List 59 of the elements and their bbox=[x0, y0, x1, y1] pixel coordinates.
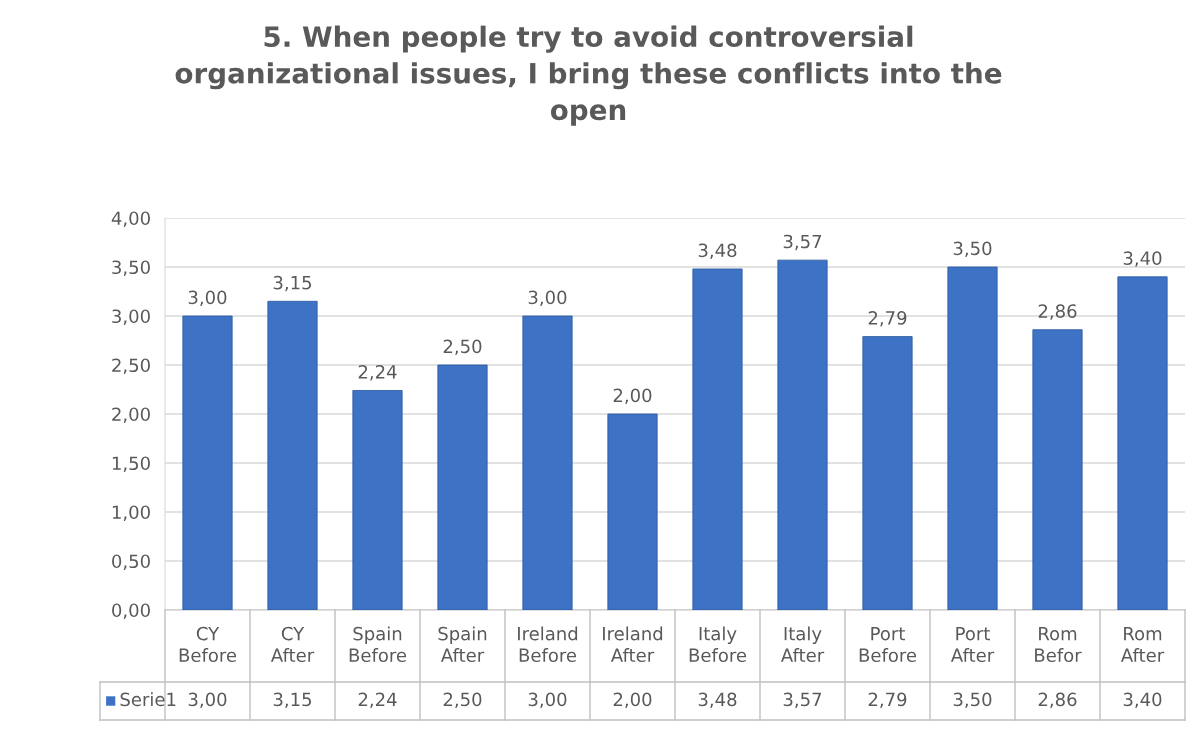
text: 2,24 bbox=[358, 364, 397, 381]
y-tick-label: 0,00 bbox=[112, 603, 150, 619]
data-label: 3,40 bbox=[1123, 692, 1162, 709]
text: 3,00 bbox=[528, 290, 567, 307]
bar bbox=[1117, 276, 1168, 610]
bar bbox=[352, 390, 403, 610]
text: 3,00 bbox=[188, 290, 227, 307]
text: 2,50 bbox=[443, 339, 482, 356]
x-tick-label: Italy After bbox=[780, 626, 825, 663]
data-label: 3,15 bbox=[273, 692, 312, 709]
text: 2,00 bbox=[613, 388, 652, 405]
y-tick-label: 2,50 bbox=[112, 358, 150, 374]
y-tick-label: 3,00 bbox=[112, 309, 150, 325]
x-tick-label: Ireland After bbox=[603, 626, 663, 663]
data-label: 2,79 bbox=[868, 692, 907, 709]
x-tick-label: CY Before bbox=[179, 626, 237, 663]
chart-title: 5. When people try to avoid controversial organizational issues, I bring these conflicts into the open bbox=[175, 25, 1002, 126]
data-label: 2,50 bbox=[443, 692, 482, 709]
x-tick-label: Italy Before bbox=[689, 626, 747, 663]
y-tick-label: 2,00 bbox=[112, 407, 150, 423]
data-label: 2,86 bbox=[1038, 692, 1077, 709]
x-tick-label: Ireland Before bbox=[518, 626, 578, 663]
x-tick-label: Port After bbox=[950, 627, 995, 663]
bar bbox=[947, 266, 998, 610]
text: 3,48 bbox=[698, 243, 737, 259]
x-tick-label: Rom Befor bbox=[1035, 627, 1082, 663]
bar bbox=[182, 315, 233, 610]
y-tick-label: 4,00 bbox=[111, 211, 150, 227]
y-tick-label: 1,50 bbox=[112, 456, 150, 472]
text: 3,15 bbox=[273, 275, 312, 292]
y-tick-label: 1,00 bbox=[112, 505, 150, 521]
data-label: 3,57 bbox=[783, 692, 822, 709]
x-tick-label: Port Before bbox=[859, 627, 917, 663]
bar bbox=[607, 413, 658, 610]
bar bbox=[522, 315, 573, 610]
data-label: 2,24 bbox=[358, 692, 397, 709]
data-label: 3,50 bbox=[953, 692, 992, 709]
x-tick-label: Rom After bbox=[1120, 627, 1165, 663]
bar bbox=[692, 268, 743, 610]
text: 2,79 bbox=[868, 311, 907, 327]
bar bbox=[862, 336, 913, 610]
x-tick-label: CY After bbox=[270, 626, 315, 663]
text: 3,57 bbox=[783, 234, 822, 251]
x-tick-label: Spain After bbox=[438, 626, 487, 663]
y-tick-label: 3,50 bbox=[112, 260, 150, 276]
text: 3,50 bbox=[953, 241, 992, 258]
data-label: 3,00 bbox=[528, 692, 567, 709]
bar bbox=[777, 259, 828, 610]
text: 3,40 bbox=[1123, 251, 1162, 267]
y-tick-label: 0,50 bbox=[112, 554, 150, 570]
bar bbox=[437, 364, 488, 610]
bar bbox=[1032, 329, 1083, 610]
data-label: 2,00 bbox=[613, 692, 652, 709]
data-label: 3,00 bbox=[188, 692, 227, 709]
text: 2,86 bbox=[1038, 304, 1077, 320]
data-label: 3,48 bbox=[698, 692, 737, 709]
legend-label: Serie1 bbox=[120, 692, 176, 707]
x-tick-label: Spain Before bbox=[349, 626, 407, 663]
bar bbox=[267, 300, 318, 610]
